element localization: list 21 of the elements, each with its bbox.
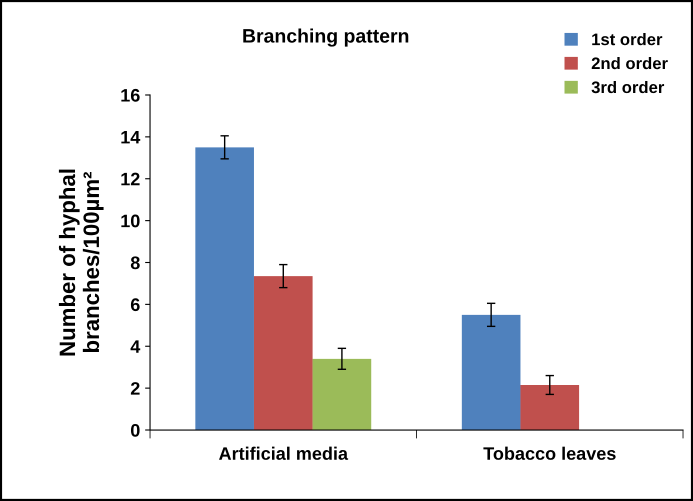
y-tick-label: 16 (121, 88, 140, 102)
x-tick-label: Tobacco leaves (483, 446, 616, 460)
bar (462, 314, 520, 430)
x-tick-label: Artificial media (219, 446, 348, 460)
y-axis-title: Number of hyphal branches/100µm² (58, 170, 104, 356)
y-tick-label: 2 (130, 382, 140, 395)
y-tick-label: 14 (121, 130, 140, 144)
y-tick-label: 6 (130, 298, 140, 312)
bar (254, 276, 313, 430)
legend-label: 3rd order (592, 80, 664, 94)
legend-label: 1st order (592, 33, 662, 46)
y-tick-label: 10 (121, 214, 140, 228)
bar (195, 147, 254, 430)
y-tick-label: 12 (121, 172, 140, 186)
legend-label: 2nd order (592, 56, 668, 70)
bar (312, 358, 372, 430)
y-tick-label: 0 (130, 424, 140, 437)
chart-title: Branching pattern (243, 28, 408, 47)
bar (520, 384, 580, 430)
y-tick-label: 8 (130, 256, 140, 270)
y-tick-label: 4 (130, 340, 140, 353)
